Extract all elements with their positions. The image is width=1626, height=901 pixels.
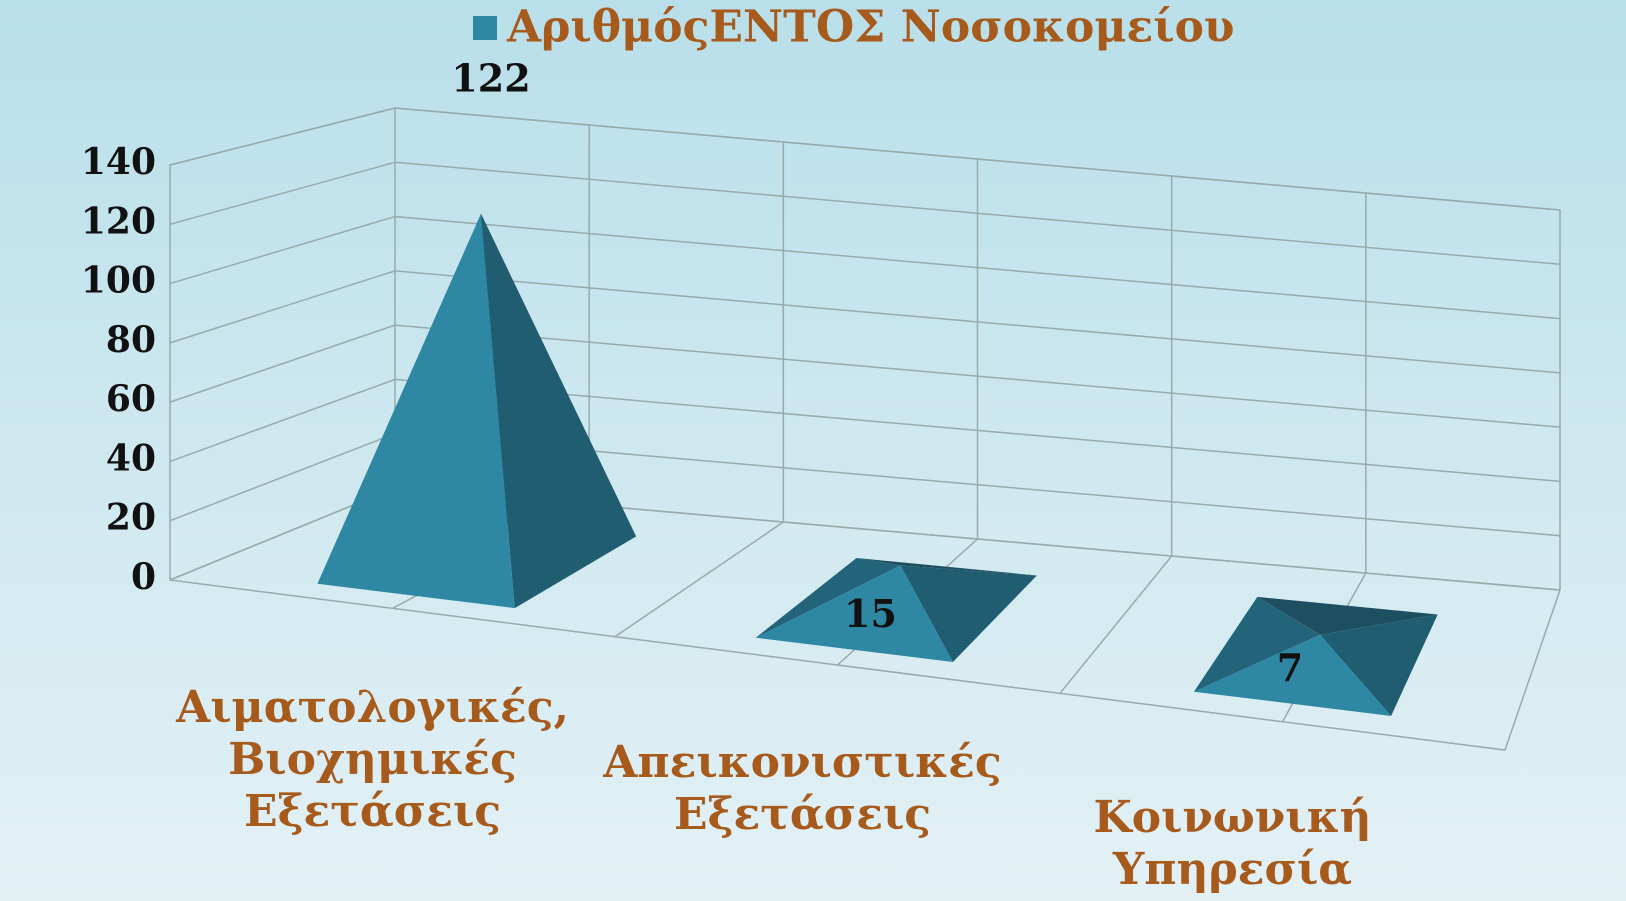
grid-line xyxy=(169,215,1561,320)
y-tick-label: 40 xyxy=(106,437,156,479)
x-tick-label: Απεικονιστικές Εξετάσεις xyxy=(602,737,1001,840)
pyramid xyxy=(755,557,1037,663)
pyramid-face xyxy=(900,565,1037,663)
pyramid xyxy=(1193,596,1438,716)
y-tick-label: 80 xyxy=(106,319,156,361)
y-tick-label: 140 xyxy=(81,141,156,183)
data-label: 15 xyxy=(844,591,897,636)
pyramid-face xyxy=(1193,596,1320,692)
data-label: 122 xyxy=(451,56,530,101)
pyramid-face xyxy=(755,565,953,663)
legend-label: ΑριθμόςΕΝΤΟΣ Νοσοκομείου xyxy=(506,2,1234,53)
pyramid-face xyxy=(856,557,1037,576)
data-label: 7 xyxy=(1277,645,1303,690)
grid-line xyxy=(169,107,1561,211)
pyramid-face xyxy=(317,213,515,609)
pyramid-face xyxy=(1320,614,1438,716)
y-tick-label: 60 xyxy=(106,378,156,420)
y-tick-label: 100 xyxy=(81,260,156,302)
pyramid-face xyxy=(481,213,637,609)
y-tick-label: 0 xyxy=(131,556,156,598)
grid-line xyxy=(169,378,1561,483)
grid-line xyxy=(169,161,1561,266)
x-tick-label: Αιματολογικές, Βιοχημικές Εξετάσεις xyxy=(175,682,569,837)
y-tick-label: 120 xyxy=(81,200,156,242)
grid-line xyxy=(169,270,1561,374)
legend-swatch xyxy=(473,16,497,40)
grid-line xyxy=(169,324,1561,428)
x-tick-label: Κοινωνική Υπηρεσία xyxy=(1093,792,1371,895)
y-tick-label: 20 xyxy=(106,497,156,539)
pyramid-face xyxy=(1257,596,1438,635)
pyramid xyxy=(317,213,637,609)
pyramid-face xyxy=(1193,634,1392,716)
pyramid-face xyxy=(755,557,901,638)
